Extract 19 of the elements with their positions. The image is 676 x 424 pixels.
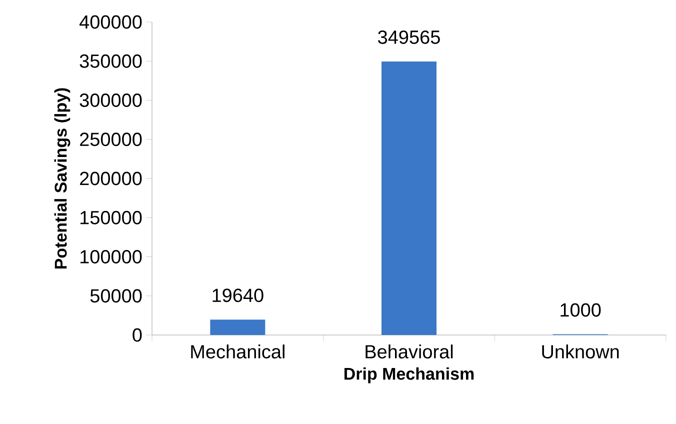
y-tick-label: 150000 bbox=[80, 210, 142, 224]
y-tick-label: 100000 bbox=[80, 250, 142, 264]
y-tick-label: 400000 bbox=[80, 15, 142, 29]
x-tick-label: Mechanical bbox=[191, 344, 284, 358]
data-label: 1000 bbox=[560, 303, 601, 317]
y-tick-label: 50000 bbox=[90, 289, 142, 303]
x-axis-title: Drip Mechanism bbox=[344, 367, 474, 384]
y-tick-label: 300000 bbox=[80, 94, 142, 107]
x-tick-label: Unknown bbox=[542, 344, 619, 358]
y-axis-title: Potential Savings (lpy) bbox=[54, 88, 70, 269]
y-tick-label: 350000 bbox=[80, 54, 142, 68]
y-tick-label: 0 bbox=[132, 328, 142, 342]
data-label: 349565 bbox=[378, 30, 440, 44]
x-tick-label: Behavioral bbox=[366, 344, 453, 358]
y-tick-label: 250000 bbox=[80, 132, 142, 146]
y-tick-label: 200000 bbox=[80, 172, 142, 186]
bar bbox=[382, 61, 437, 335]
bar bbox=[210, 320, 266, 335]
data-label: 19640 bbox=[212, 288, 264, 302]
